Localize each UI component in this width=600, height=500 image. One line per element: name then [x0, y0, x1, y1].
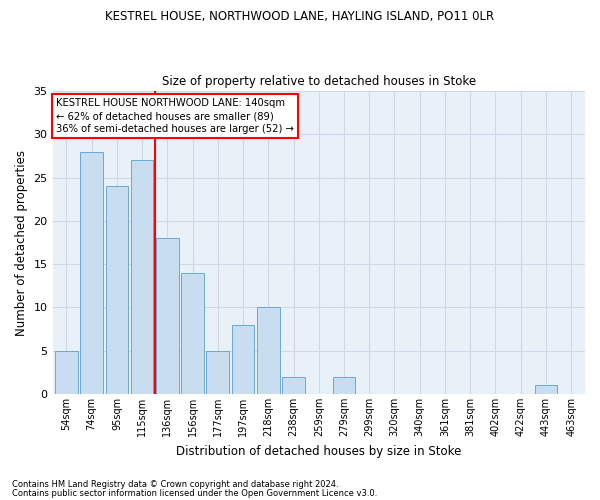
Y-axis label: Number of detached properties: Number of detached properties: [15, 150, 28, 336]
Bar: [206, 350, 229, 394]
Bar: [181, 273, 204, 394]
Title: Size of property relative to detached houses in Stoke: Size of property relative to detached ho…: [162, 76, 476, 88]
Bar: [535, 386, 557, 394]
Bar: [80, 152, 103, 394]
Text: Contains HM Land Registry data © Crown copyright and database right 2024.: Contains HM Land Registry data © Crown c…: [12, 480, 338, 489]
Bar: [257, 308, 280, 394]
Bar: [106, 186, 128, 394]
X-axis label: Distribution of detached houses by size in Stoke: Distribution of detached houses by size …: [176, 444, 461, 458]
Text: KESTREL HOUSE, NORTHWOOD LANE, HAYLING ISLAND, PO11 0LR: KESTREL HOUSE, NORTHWOOD LANE, HAYLING I…: [106, 10, 494, 23]
Text: KESTREL HOUSE NORTHWOOD LANE: 140sqm
← 62% of detached houses are smaller (89)
3: KESTREL HOUSE NORTHWOOD LANE: 140sqm ← 6…: [56, 98, 294, 134]
Text: Contains public sector information licensed under the Open Government Licence v3: Contains public sector information licen…: [12, 490, 377, 498]
Bar: [131, 160, 154, 394]
Bar: [156, 238, 179, 394]
Bar: [332, 376, 355, 394]
Bar: [55, 350, 78, 394]
Bar: [232, 325, 254, 394]
Bar: [282, 376, 305, 394]
